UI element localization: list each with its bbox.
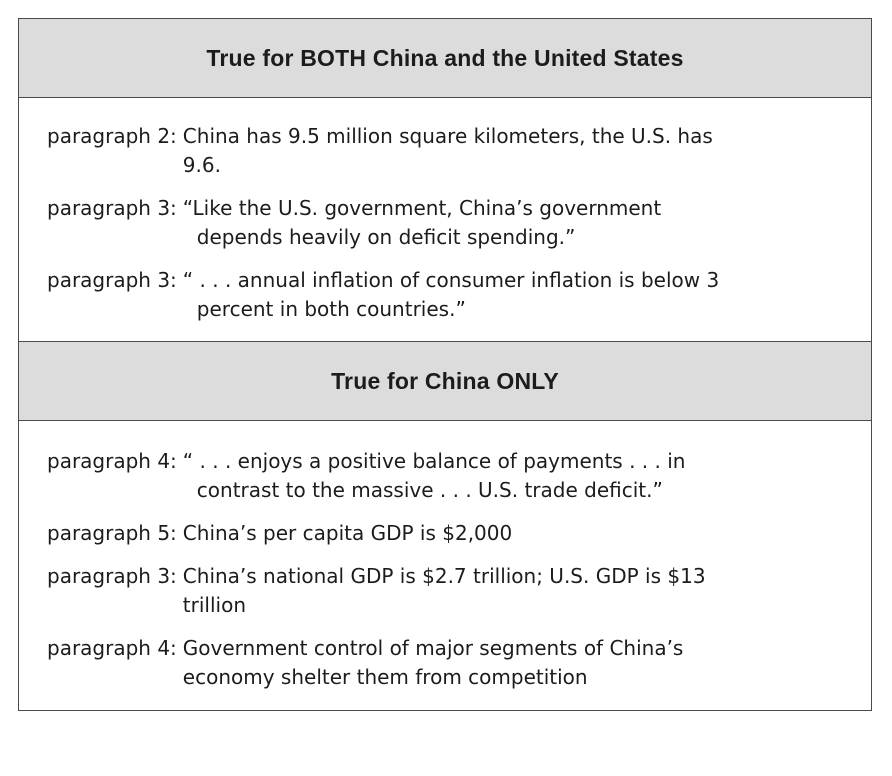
paragraph-reference: paragraph 4: bbox=[47, 636, 177, 660]
paragraph-reference: paragraph 5: bbox=[47, 521, 177, 545]
evidence-text: Government control of major segments of … bbox=[182, 636, 684, 689]
evidence-text: China’s national GDP is $2.7 trillion; U… bbox=[182, 564, 706, 617]
evidence-text: “ . . . enjoys a positive balance of pay… bbox=[182, 449, 686, 502]
paragraph-reference: paragraph 4: bbox=[47, 449, 177, 473]
evidence-text: “Like the U.S. government, China’s gover… bbox=[182, 196, 662, 249]
list-item: paragraph 3: China’s national GDP is $2.… bbox=[47, 562, 851, 620]
paragraph-reference: paragraph 3: bbox=[47, 564, 177, 588]
evidence-text: China has 9.5 million square kilometers,… bbox=[182, 124, 713, 177]
list-item: paragraph 5: China’s per capita GDP is $… bbox=[47, 519, 851, 548]
section-heading-both: True for BOTH China and the United State… bbox=[19, 19, 871, 98]
evidence-text: “ . . . annual inflation of consumer inf… bbox=[182, 268, 720, 321]
section-heading-china-only: True for China ONLY bbox=[19, 341, 871, 421]
paragraph-reference: paragraph 3: bbox=[47, 268, 177, 292]
paragraph-reference: paragraph 2: bbox=[47, 124, 177, 148]
evidence-text: China’s per capita GDP is $2,000 bbox=[182, 521, 513, 545]
list-item: paragraph 3: “Like the U.S. government, … bbox=[47, 194, 851, 252]
comparison-table: True for BOTH China and the United State… bbox=[18, 18, 872, 711]
list-item: paragraph 2: China has 9.5 million squar… bbox=[47, 122, 851, 180]
list-item: paragraph 4: “ . . . enjoys a positive b… bbox=[47, 447, 851, 505]
list-item: paragraph 4: Government control of major… bbox=[47, 634, 851, 692]
paragraph-reference: paragraph 3: bbox=[47, 196, 177, 220]
section-body-china-only: paragraph 4: “ . . . enjoys a positive b… bbox=[19, 421, 871, 710]
list-item: paragraph 3: “ . . . annual inflation of… bbox=[47, 266, 851, 324]
section-body-both: paragraph 2: China has 9.5 million squar… bbox=[19, 98, 871, 341]
